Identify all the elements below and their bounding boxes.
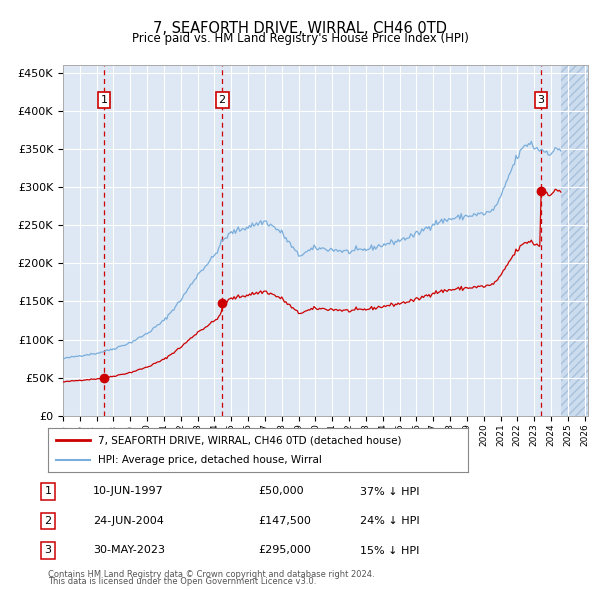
Text: 7, SEAFORTH DRIVE, WIRRAL, CH46 0TD (detached house): 7, SEAFORTH DRIVE, WIRRAL, CH46 0TD (det… <box>98 435 402 445</box>
Text: 2: 2 <box>218 95 226 105</box>
Text: £295,000: £295,000 <box>258 546 311 555</box>
Text: 24-JUN-2004: 24-JUN-2004 <box>93 516 164 526</box>
Text: 7, SEAFORTH DRIVE, WIRRAL, CH46 0TD: 7, SEAFORTH DRIVE, WIRRAL, CH46 0TD <box>153 21 447 35</box>
Bar <box>561 65 588 416</box>
Text: £147,500: £147,500 <box>258 516 311 526</box>
Text: 2: 2 <box>44 516 52 526</box>
Text: Contains HM Land Registry data © Crown copyright and database right 2024.: Contains HM Land Registry data © Crown c… <box>48 571 374 579</box>
Text: This data is licensed under the Open Government Licence v3.0.: This data is licensed under the Open Gov… <box>48 578 316 586</box>
Text: 3: 3 <box>44 546 52 555</box>
Text: 1: 1 <box>101 95 107 105</box>
Text: £50,000: £50,000 <box>258 487 304 496</box>
Text: 15% ↓ HPI: 15% ↓ HPI <box>360 546 419 555</box>
Text: 3: 3 <box>538 95 545 105</box>
Bar <box>561 65 588 416</box>
Text: 37% ↓ HPI: 37% ↓ HPI <box>360 487 419 496</box>
Text: 30-MAY-2023: 30-MAY-2023 <box>93 546 165 555</box>
Text: Price paid vs. HM Land Registry's House Price Index (HPI): Price paid vs. HM Land Registry's House … <box>131 32 469 45</box>
Text: 1: 1 <box>44 487 52 496</box>
Text: 10-JUN-1997: 10-JUN-1997 <box>93 487 164 496</box>
Text: HPI: Average price, detached house, Wirral: HPI: Average price, detached house, Wirr… <box>98 455 322 464</box>
Text: 24% ↓ HPI: 24% ↓ HPI <box>360 516 419 526</box>
